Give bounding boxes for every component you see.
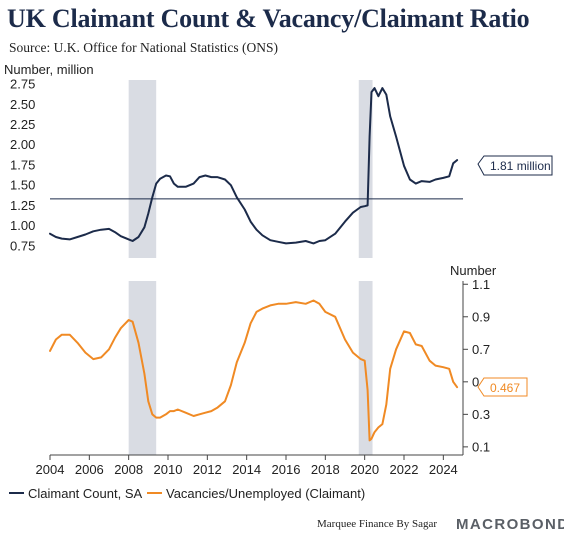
bottom-y-axis-label: Number	[450, 263, 497, 278]
chart-credit: Marquee Finance By Sagar	[317, 518, 437, 530]
y-tick-label: 1.25	[10, 198, 35, 213]
y-tick-label: 1.00	[10, 218, 35, 233]
x-tick-label: 2008	[114, 462, 143, 477]
recession-band	[128, 80, 157, 258]
top-end-label: 1.81 million	[477, 155, 553, 176]
y-tick-label: 0.7	[472, 342, 490, 357]
axis-frame	[50, 198, 464, 456]
bottom-end-label-text: 0.467	[490, 381, 520, 395]
y-tick-label: 0.75	[10, 238, 35, 253]
y-tick-label: 2.75	[10, 77, 35, 92]
x-tick-label: 2016	[272, 462, 301, 477]
claimant-count-line	[49, 87, 459, 245]
bottom-end-label: 0.467	[477, 377, 528, 397]
x-tick-label: 2004	[36, 462, 65, 477]
recession-shading	[128, 80, 373, 455]
chart-subtitle: Source: U.K. Office for National Statist…	[9, 40, 278, 55]
y-tick-label: 1.1	[472, 277, 490, 292]
y-tick-label: 1.50	[10, 178, 35, 193]
recession-band	[358, 80, 373, 258]
legend-item-claimant: Claimant Count, SA	[28, 486, 142, 501]
x-tick-label: 2022	[390, 462, 419, 477]
x-tick-label: 2018	[311, 462, 340, 477]
y-tick-label: 1.75	[10, 157, 35, 172]
vacancy-ratio-line	[49, 299, 459, 442]
x-tick-label: 2006	[75, 462, 104, 477]
legend: Claimant Count, SA Vacancies/Unemployed …	[9, 486, 365, 501]
x-tick-label: 2010	[154, 462, 183, 477]
chart-title: UK Claimant Count & Vacancy/Claimant Rat…	[7, 4, 530, 33]
y-tick-label: 2.00	[10, 137, 35, 152]
tick-labels: 2.75 2.50 2.25 2.00 1.75 1.50 1.25 1.00 0.75 1.1 0…	[10, 77, 490, 477]
x-tick-label: 2012	[193, 462, 222, 477]
x-tick-label: 2014	[232, 462, 261, 477]
y-tick-label: 0.9	[472, 309, 490, 324]
y-tick-label: 2.25	[10, 117, 35, 132]
series-lines	[49, 87, 459, 442]
x-tick-label: 2020	[350, 462, 379, 477]
legend-item-vacancies: Vacancies/Unemployed (Claimant)	[166, 486, 365, 501]
x-tick-label: 2024	[429, 462, 458, 477]
y-tick-label: 2.50	[10, 97, 35, 112]
y-tick-label: 0.1	[472, 439, 490, 454]
y-tick-label: 0.3	[472, 407, 490, 422]
top-end-label-text: 1.81 million	[490, 159, 551, 173]
top-y-axis-label: Number, million	[4, 62, 94, 77]
macrobond-logo: MACROBOND	[456, 516, 564, 533]
